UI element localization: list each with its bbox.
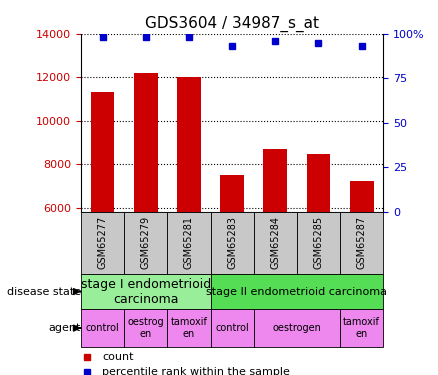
- Text: GSM65284: GSM65284: [270, 216, 280, 269]
- Text: control: control: [86, 323, 120, 333]
- Text: percentile rank within the sample: percentile rank within the sample: [102, 367, 290, 375]
- Bar: [350, 182, 374, 212]
- Text: GSM65281: GSM65281: [184, 216, 194, 269]
- Text: tamoxif
en: tamoxif en: [343, 317, 380, 339]
- Text: GSM65287: GSM65287: [357, 216, 367, 269]
- Text: GSM65277: GSM65277: [98, 216, 108, 269]
- Text: oestrogen: oestrogen: [272, 323, 321, 333]
- Bar: [81, 309, 124, 347]
- Bar: [340, 212, 383, 274]
- Bar: [211, 309, 254, 347]
- Bar: [263, 149, 287, 212]
- Text: GSM65279: GSM65279: [141, 216, 151, 269]
- Bar: [254, 212, 297, 274]
- Text: agent: agent: [49, 323, 81, 333]
- Bar: [340, 309, 383, 347]
- Bar: [254, 309, 340, 347]
- Bar: [81, 274, 211, 309]
- Bar: [167, 212, 211, 274]
- Bar: [134, 73, 158, 212]
- Bar: [211, 274, 383, 309]
- Bar: [91, 92, 114, 212]
- Text: stage I endometrioid
carcinoma: stage I endometrioid carcinoma: [81, 278, 211, 306]
- Bar: [220, 175, 244, 212]
- Text: count: count: [102, 352, 134, 362]
- Bar: [81, 212, 124, 274]
- Text: tamoxif
en: tamoxif en: [170, 317, 208, 339]
- Bar: [124, 309, 167, 347]
- Text: oestrog
en: oestrog en: [127, 317, 164, 339]
- Title: GDS3604 / 34987_s_at: GDS3604 / 34987_s_at: [145, 16, 319, 32]
- Bar: [211, 212, 254, 274]
- Text: stage II endometrioid carcinoma: stage II endometrioid carcinoma: [206, 286, 387, 297]
- Bar: [307, 154, 330, 212]
- Text: control: control: [215, 323, 249, 333]
- Text: GSM65283: GSM65283: [227, 216, 237, 269]
- Bar: [297, 212, 340, 274]
- Bar: [167, 309, 211, 347]
- Text: GSM65285: GSM65285: [314, 216, 324, 269]
- Bar: [177, 77, 201, 212]
- Text: disease state: disease state: [7, 286, 81, 297]
- Bar: [124, 212, 167, 274]
